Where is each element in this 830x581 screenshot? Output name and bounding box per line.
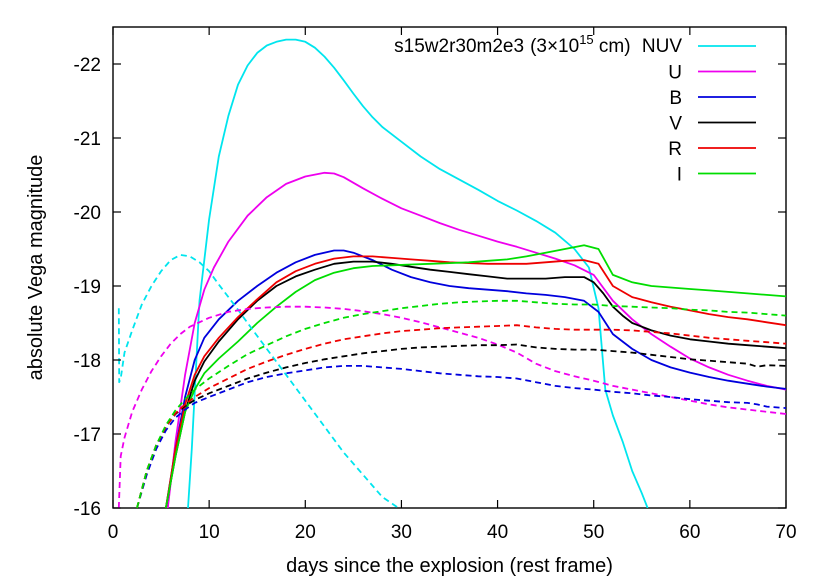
- x-tick-label: 20: [295, 522, 316, 543]
- x-tick-label: 50: [583, 522, 604, 543]
- y-tick-label: -16: [74, 499, 101, 520]
- dashed-series-line-11: [136, 299, 786, 508]
- y-axis-label: absolute Vega magnitude: [25, 155, 47, 381]
- legend-label-r: R: [668, 139, 682, 160]
- legend-label-i: I: [677, 165, 682, 186]
- legend-label-u: U: [668, 63, 682, 84]
- series-line-3: [165, 260, 786, 508]
- series-line-2: [165, 249, 786, 508]
- legend-label-v: V: [669, 114, 682, 135]
- y-tick-label: -19: [74, 277, 101, 298]
- x-tick-label: 0: [108, 522, 119, 543]
- series-line-1: [166, 171, 786, 508]
- plot-frame: [112, 26, 787, 509]
- y-tick-label: -18: [74, 351, 101, 372]
- legend-label-b: B: [669, 88, 682, 109]
- axis-ticks: 0 10 20 30 40 50 60 70 -16 -17 -18 -19 -20 -21 -22: [74, 27, 797, 543]
- legend-title: s15w2r30m2e3 (3×1015 cm) NUV: [394, 32, 682, 57]
- x-tick-label: 30: [391, 522, 412, 543]
- legend-label-nuv: NUV: [642, 36, 682, 57]
- legend-radius-prefix: (3×10: [530, 36, 579, 57]
- plot-area: [112, 26, 787, 509]
- x-axis-label: days since the explosion (rest frame): [286, 555, 613, 577]
- y-tick-label: -22: [74, 55, 101, 76]
- legend-model-name: s15w2r30m2e3: [394, 36, 524, 57]
- x-tick-label: 60: [679, 522, 700, 543]
- y-tick-label: -21: [74, 129, 101, 150]
- dashed-series-line-10: [136, 324, 786, 508]
- x-tick-label: 70: [775, 522, 796, 543]
- series-line-4: [165, 255, 786, 508]
- series-line-5: [165, 244, 786, 508]
- series-line-0: [187, 38, 649, 508]
- legend-radius-suffix: cm): [594, 36, 631, 57]
- dashed-series-line-7: [117, 305, 786, 508]
- x-tick-label: 40: [487, 522, 508, 543]
- x-tick-label: 10: [199, 522, 220, 543]
- y-tick-label: -20: [74, 203, 101, 224]
- dashed-series-line-6: [117, 253, 400, 508]
- series-lines: [117, 38, 786, 508]
- y-tick-label: -17: [74, 425, 101, 446]
- dashed-series-line-8: [136, 364, 786, 508]
- legend-radius-exponent: 15: [579, 32, 593, 47]
- dashed-series-line-9: [136, 343, 786, 508]
